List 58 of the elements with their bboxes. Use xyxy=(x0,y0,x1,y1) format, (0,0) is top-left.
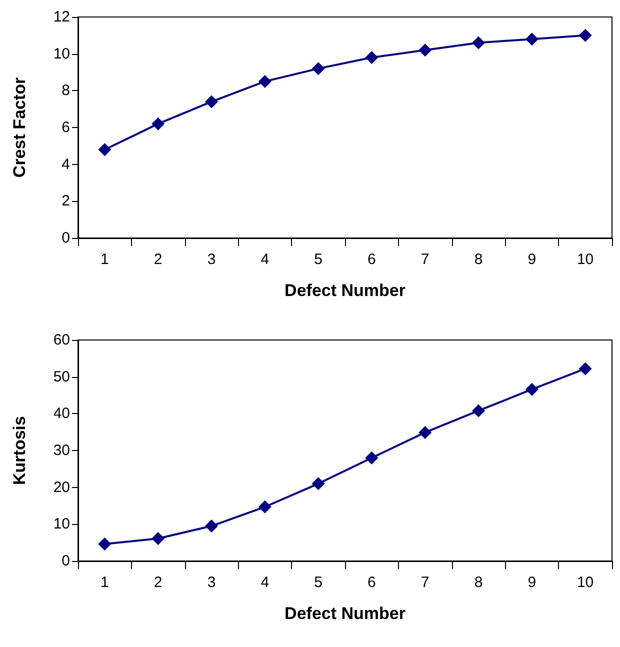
point xyxy=(472,404,485,418)
y-axis-title: Crest Factor xyxy=(10,77,29,178)
point xyxy=(578,28,592,42)
point xyxy=(525,382,538,396)
x-tick-label: 8 xyxy=(474,574,483,591)
x-tick-label: 8 xyxy=(474,251,483,268)
x-tick-label: 5 xyxy=(314,251,322,268)
x-tick-label: 10 xyxy=(576,574,594,591)
point xyxy=(152,532,165,546)
point xyxy=(312,62,325,76)
y-tick-label: 10 xyxy=(53,45,70,62)
y-tick-label: 4 xyxy=(62,156,70,173)
point xyxy=(525,32,538,46)
point xyxy=(152,117,165,130)
point xyxy=(365,451,378,464)
y-tick-label: 50 xyxy=(53,368,70,386)
y-axis-title: Kurtosis xyxy=(10,416,29,485)
point xyxy=(418,426,432,439)
x-axis-title: Defect Number xyxy=(284,604,406,623)
y-tick-label: 40 xyxy=(53,405,70,422)
x-tick-label: 7 xyxy=(420,251,430,268)
point xyxy=(98,538,112,551)
x-tick-label: 6 xyxy=(368,251,376,268)
y-tick-label: 6 xyxy=(62,119,70,136)
point xyxy=(418,44,432,57)
x-tick-label: 1 xyxy=(100,574,109,591)
point xyxy=(98,143,112,156)
y-tick-label: 10 xyxy=(53,516,70,533)
x-tick-label: 6 xyxy=(368,574,376,591)
point xyxy=(205,95,218,108)
x-axis-title: Defect Number xyxy=(284,281,406,300)
point xyxy=(258,500,272,514)
y-tick-label: 0 xyxy=(62,230,70,246)
y-tick-label: 2 xyxy=(62,192,70,210)
x-tick-label: 4 xyxy=(260,251,270,268)
x-tick-label: 9 xyxy=(528,574,536,591)
point xyxy=(258,74,272,88)
point xyxy=(472,36,485,50)
x-tick-label: 9 xyxy=(528,251,536,268)
x-tick-label: 4 xyxy=(260,574,270,591)
y-tick-label: 60 xyxy=(53,332,70,348)
x-tick-label: 2 xyxy=(154,574,162,591)
point xyxy=(205,520,218,533)
y-tick-label: 0 xyxy=(62,552,70,570)
y-tick-label: 20 xyxy=(53,478,70,496)
y-tick-label: 30 xyxy=(53,442,70,459)
x-tick-label: 1 xyxy=(100,251,109,268)
x-tick-label: 7 xyxy=(420,574,430,591)
x-tick-label: 10 xyxy=(576,251,594,268)
y-tick-label: 8 xyxy=(62,82,70,100)
x-tick-label: 5 xyxy=(314,574,322,591)
point xyxy=(365,51,378,64)
x-tick-label: 3 xyxy=(207,574,216,591)
x-tick-label: 2 xyxy=(154,251,162,268)
y-tick-label: 12 xyxy=(53,8,70,26)
point xyxy=(578,362,592,376)
point xyxy=(312,477,325,490)
x-tick-label: 3 xyxy=(207,251,216,268)
